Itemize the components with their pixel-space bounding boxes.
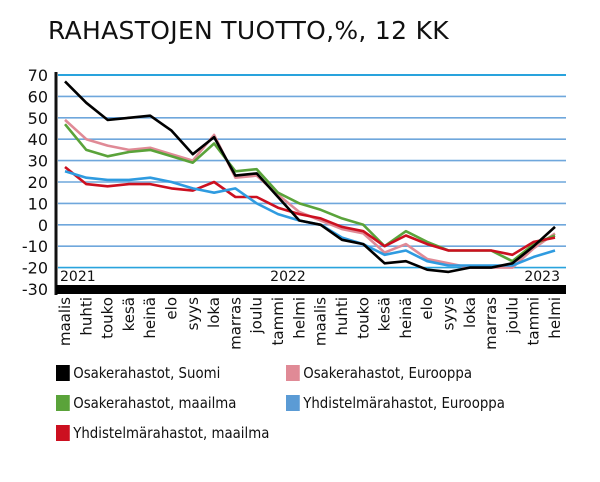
x-tick-label: syys xyxy=(439,297,457,331)
x-tick-label: kesä xyxy=(376,297,394,331)
x-tick-label: kesä xyxy=(120,297,138,331)
year-label: 2021 xyxy=(60,269,96,285)
x-tick-label: maalis xyxy=(312,297,330,346)
year-label: 2023 xyxy=(524,269,560,285)
series-line xyxy=(64,165,556,257)
legend-label: Osakerahastot, Eurooppa xyxy=(303,364,473,382)
line-chart: 70 60 50 40 30 20 10 0 -10 -20 -30 2021 2022 2023 ma… xyxy=(22,66,566,350)
y-tick-label: -30 xyxy=(22,280,48,299)
x-tick-label: touko xyxy=(99,297,117,339)
x-tick-label: syys xyxy=(184,297,202,331)
gridlines xyxy=(58,74,566,269)
y-tick-label: 20 xyxy=(28,173,48,192)
x-tick-label: marras xyxy=(226,297,244,350)
year-labels: 2021 2022 2023 xyxy=(60,269,560,285)
legend-item-yhdistelma-eurooppa: Yhdistelmärahastot, Eurooppa xyxy=(286,394,505,412)
legend-label: Yhdistelmärahastot, maailma xyxy=(73,424,270,442)
legend-label: Osakerahastot, maailma xyxy=(73,394,237,412)
x-tick-label: tammi xyxy=(269,297,287,345)
x-tick-label: maalis xyxy=(56,297,74,346)
y-tick-label: 30 xyxy=(28,152,48,171)
x-tick-label: huhti xyxy=(77,297,95,336)
legend-item-osake-eurooppa: Osakerahastot, Eurooppa xyxy=(286,364,472,382)
legend-swatch-pink xyxy=(286,365,300,381)
x-tick-label: elo xyxy=(418,297,436,320)
y-tick-label: -10 xyxy=(22,237,48,256)
x-tick-label: touko xyxy=(354,297,372,339)
x-tick-label: heinä xyxy=(141,297,159,339)
x-tick-label: heinä xyxy=(397,297,415,339)
y-tick-label: 0 xyxy=(38,216,48,235)
legend-swatch-black xyxy=(56,365,70,381)
y-tick-label: 50 xyxy=(28,109,48,128)
x-tick-label: elo xyxy=(163,297,181,320)
y-tick-label: -20 xyxy=(22,259,48,278)
x-tick-label: huhti xyxy=(333,297,351,336)
x-tick-label: joulu xyxy=(503,297,521,335)
x-tick-label: loka xyxy=(461,297,479,328)
legend-swatch-blue xyxy=(286,395,300,411)
y-tick-label: 70 xyxy=(28,66,48,85)
y-axis-ticks: 70 60 50 40 30 20 10 0 -10 -20 -30 xyxy=(22,66,48,299)
x-axis-month-labels: maalis huhti touko kesä heinä elo syys loka marr… xyxy=(56,297,564,350)
y-tick-label: 10 xyxy=(28,194,48,213)
x-tick-label: helmi xyxy=(290,297,308,339)
legend-label: Osakerahastot, Suomi xyxy=(73,364,221,382)
legend-item-osake-maailma: Osakerahastot, maailma xyxy=(56,394,236,412)
x-tick-label: tammi xyxy=(525,297,543,345)
series-line xyxy=(63,123,556,263)
legend-swatch-red xyxy=(56,425,70,441)
legend-label: Yhdistelmärahastot, Eurooppa xyxy=(303,394,505,412)
chart-title: RAHASTOJEN TUOTTO,%, 12 KK xyxy=(48,16,449,45)
x-tick-label: marras xyxy=(482,297,500,350)
y-tick-label: 40 xyxy=(28,130,48,149)
x-tick-label: loka xyxy=(205,297,223,328)
y-tick-label: 60 xyxy=(28,87,48,106)
series-lines xyxy=(63,80,556,274)
x-axis-bar xyxy=(56,285,566,294)
legend-item-yhdistelma-maailma: Yhdistelmärahastot, maailma xyxy=(56,424,269,442)
legend-swatch-green xyxy=(56,395,70,411)
series-line xyxy=(64,80,556,274)
legend-item-osake-suomi: Osakerahastot, Suomi xyxy=(56,364,220,382)
x-tick-label: joulu xyxy=(248,297,266,335)
x-tick-label: helmi xyxy=(546,297,564,339)
year-label: 2022 xyxy=(270,269,306,285)
